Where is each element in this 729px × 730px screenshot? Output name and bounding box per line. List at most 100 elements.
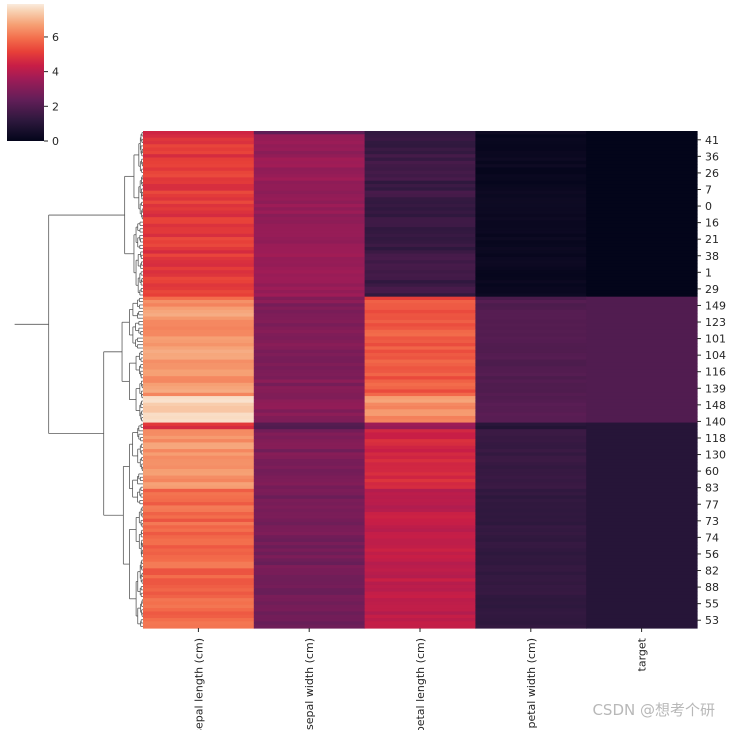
heatmap-cell [253,435,366,440]
heatmap-cell [253,382,366,387]
heatmap-cell [475,621,587,626]
heatmap-cell [143,548,255,553]
heatmap-cell [475,399,587,404]
heatmap-cell [586,518,698,523]
heatmap-cell [143,260,255,265]
heatmap-cell [143,359,255,364]
row-tick-label: 21 [705,233,719,246]
heatmap-cell [253,594,366,599]
heatmap-cell [364,366,476,371]
heatmap-cell [586,316,698,321]
heatmap-cell [364,240,476,245]
heatmap-cell [364,492,476,497]
heatmap-cell [253,134,366,139]
heatmap-cell [586,227,698,231]
heatmap-cell [253,144,366,149]
heatmap-cell [475,203,587,208]
heatmap-cell [143,329,255,334]
heatmap-cell [475,362,587,367]
heatmap-cell [143,495,255,500]
heatmap-cell [253,227,366,231]
heatmap-cell [475,588,587,593]
heatmap-cell [253,459,366,463]
heatmap-cell [475,200,587,205]
heatmap-cell [143,382,255,387]
heatmap-cell [475,150,587,155]
heatmap-cell [586,253,698,258]
heatmap-cell [475,432,587,437]
heatmap-cell [143,303,255,308]
heatmap-cell [253,220,366,225]
heatmap-cell [253,568,366,573]
heatmap-cell [475,190,587,195]
heatmap-cell [586,230,698,235]
heatmap-cell [253,157,366,162]
heatmap-cell [364,425,476,430]
heatmap-cell [586,541,698,546]
heatmap-cell [364,614,476,619]
heatmap-cell [475,246,587,251]
heatmap-cell [364,578,476,583]
heatmap-cell [143,462,255,467]
heatmap-cell [475,144,587,149]
heatmap-cell [253,492,366,497]
heatmap-cell [586,455,698,460]
heatmap-cell [586,478,698,483]
heatmap-cell [364,515,476,520]
heatmap-cell [143,389,255,394]
heatmap-cell [586,376,698,381]
heatmap-cell [253,406,366,410]
heatmap-cell [253,200,366,205]
heatmap-cell [475,412,587,417]
heatmap-cell [586,313,698,318]
heatmap-cell [143,177,255,182]
heatmap-cell [143,525,255,530]
heatmap-cell [253,588,366,593]
heatmap-cell [475,531,587,536]
heatmap-cell [143,568,255,573]
heatmap-cell [586,485,698,490]
heatmap-cell [143,498,255,503]
heatmap-cell [364,528,476,533]
heatmap-cell [143,187,255,192]
heatmap-cell [253,478,366,483]
heatmap-cell [253,422,366,427]
heatmap-cell [253,442,366,447]
heatmap-cell [143,604,255,609]
heatmap-cell [475,422,587,427]
heatmap-cell [364,150,476,155]
heatmap-cell [143,396,255,400]
heatmap-cell [253,280,366,285]
heatmap-cell [364,230,476,235]
heatmap-cell [475,336,587,341]
heatmap-cell [586,512,698,516]
heatmap-cell [586,591,698,596]
heatmap-cell [253,581,366,586]
heatmap-cell [253,598,366,603]
row-tick-label: 130 [705,449,726,462]
heatmap-cell [143,203,255,208]
heatmap-cell [586,250,698,255]
heatmap-cell [475,240,587,245]
heatmap-cell [143,213,255,218]
heatmap-cell [364,598,476,603]
heatmap-cell [253,468,366,473]
heatmap-cell [253,174,366,178]
row-dendrogram [14,132,143,627]
heatmap-cell [586,399,698,404]
heatmap-cell [143,170,255,175]
heatmap-cell [253,528,366,533]
heatmap-cell [143,581,255,586]
heatmap-cell [586,578,698,583]
heatmap-cell [586,154,698,159]
heatmap-cell [143,618,255,622]
heatmap-cell [253,160,366,165]
heatmap-cell [475,429,587,434]
heatmap-cell [586,187,698,192]
heatmap-cell [143,280,255,285]
column-tick-label: sepal width (cm) [303,638,316,730]
heatmap-cell [364,488,476,493]
row-tick-label: 1 [705,266,712,279]
heatmap-cell [586,359,698,364]
heatmap-cell [253,555,366,560]
